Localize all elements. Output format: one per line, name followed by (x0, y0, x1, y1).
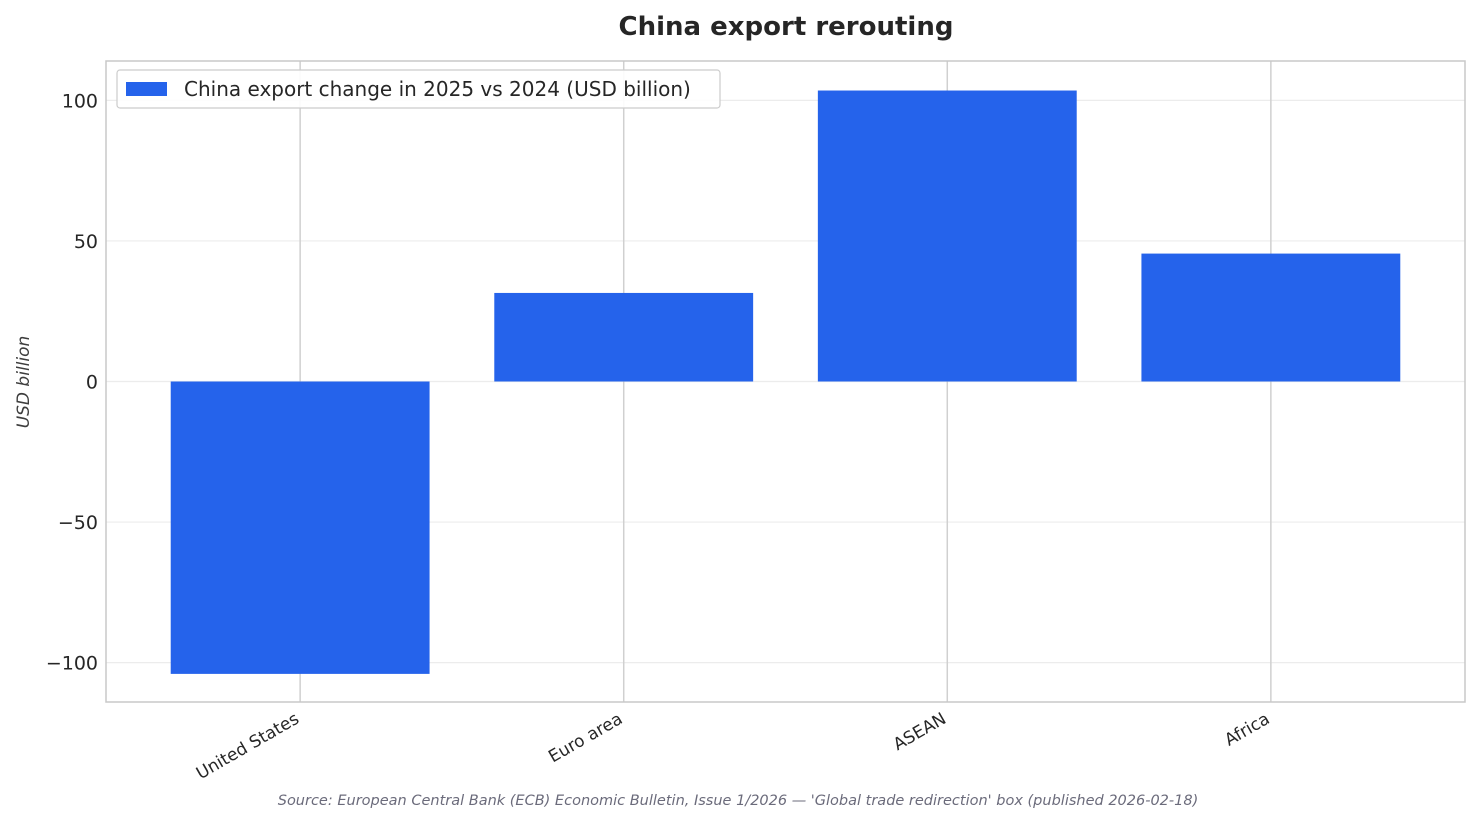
y-tick-label: 0 (86, 372, 98, 394)
y-axis-ticks: −100 −50 0 50 100 (46, 90, 98, 674)
legend-frame (116, 69, 721, 109)
legend-label: China export change in 2025 vs 2024 (USD… (184, 77, 691, 101)
y-tick-label: −50 (58, 512, 98, 534)
y-tick-label: 50 (74, 231, 98, 253)
x-tick-label: Africa (1221, 709, 1273, 751)
bars (170, 90, 1401, 674)
y-tick-label: 100 (62, 90, 98, 112)
source-note: Source: European Central Bank (ECB) Econ… (278, 793, 1199, 809)
bar-africa (1141, 253, 1401, 382)
legend: China export change in 2025 vs 2024 (USD… (116, 69, 721, 109)
chart-title: China export rerouting (619, 12, 954, 42)
x-axis-ticks: United States Euro area ASEAN Africa (193, 709, 1273, 784)
bar-euro-area (494, 292, 754, 382)
y-axis-label: USD billion (14, 336, 34, 429)
bar-asean (817, 90, 1077, 382)
legend-swatch (126, 82, 167, 96)
plot-frame (105, 60, 1466, 703)
x-tick-label: ASEAN (890, 709, 950, 755)
x-tick-label: Euro area (545, 709, 626, 767)
y-tick-label: −100 (46, 653, 98, 675)
bar-united-states (170, 381, 430, 674)
x-tick-label: United States (193, 709, 303, 784)
